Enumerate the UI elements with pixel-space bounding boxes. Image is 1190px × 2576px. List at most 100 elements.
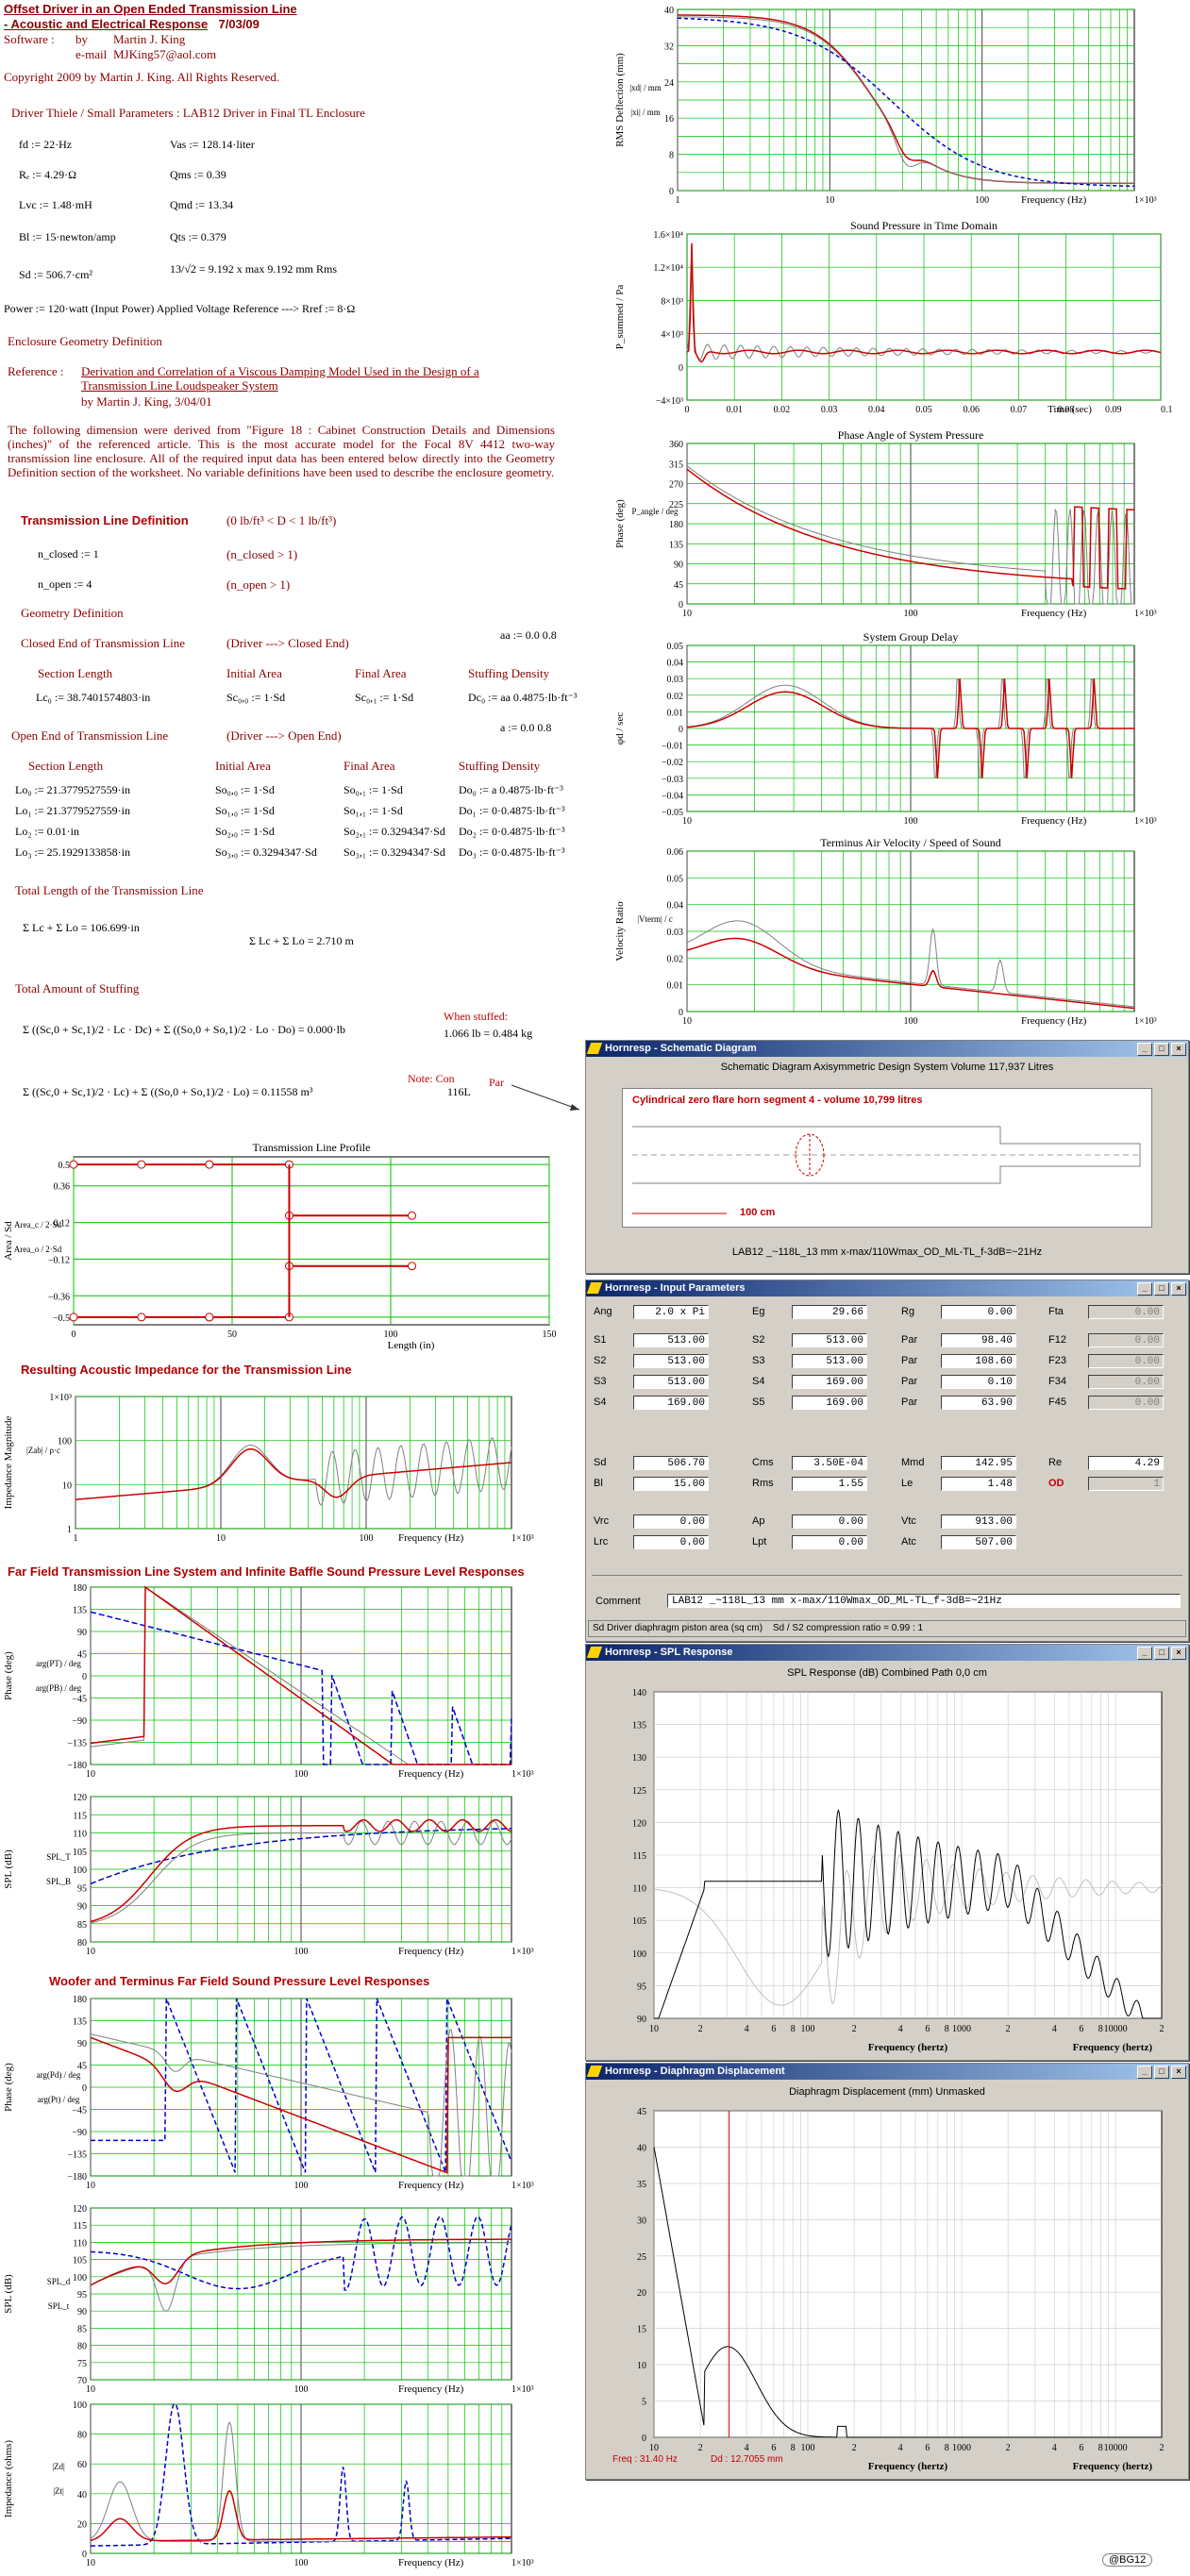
hornresp-input-window: Hornresp - Input Parameters _ □ × Ang 2.0 x… — [585, 1280, 1189, 1642]
param-label: Lpt — [752, 1536, 767, 1547]
series-line — [91, 1998, 512, 2173]
tick-label: 0.12 — [54, 1219, 71, 1229]
param-field-f45[interactable]: 0.00 — [1088, 1396, 1164, 1410]
param-field-atc[interactable]: 507.00 — [941, 1535, 1016, 1549]
x-axis-label-right: Frequency (hertz) — [1073, 2461, 1153, 2472]
param-field-par[interactable]: 98.40 — [941, 1333, 1016, 1347]
grid — [686, 443, 1134, 605]
close-button[interactable]: × — [1171, 1282, 1186, 1296]
pointer-arrow — [511, 1084, 580, 1111]
param-field-eg[interactable]: 29.66 — [792, 1305, 867, 1319]
param-field-s2[interactable]: 513.00 — [792, 1333, 867, 1347]
param-field-lrc[interactable]: 0.00 — [633, 1535, 709, 1549]
param-field-fta[interactable]: 0.00 — [1088, 1305, 1164, 1319]
x-axis-label: Frequency (hertz) — [868, 2461, 948, 2472]
reference-title[interactable]: Derivation and Correlation of a Viscous … — [81, 364, 479, 393]
driver-sd: Sd := 506.7·cm² — [19, 268, 93, 281]
param-field-s3[interactable]: 513.00 — [792, 1354, 867, 1368]
param-field-s5[interactable]: 169.00 — [792, 1396, 867, 1410]
by-label: by — [75, 32, 88, 46]
tl-profile-chart: Transmission Line Profile 0.5 0.36 0.12 −0.1… — [0, 1138, 566, 1351]
y-axis-label: SPL (dB) — [3, 1849, 14, 1889]
minimize-button[interactable]: _ — [1137, 1043, 1152, 1056]
param-field-cms[interactable]: 3.50E-04 — [792, 1456, 867, 1470]
param-label: OD — [1048, 1478, 1064, 1489]
tick-label: 45 — [637, 2107, 646, 2117]
param-field-od[interactable]: 1 — [1088, 1477, 1164, 1491]
schematic-titlebar[interactable]: Hornresp - Schematic Diagram _ □ × — [586, 1041, 1188, 1057]
series-line — [90, 2036, 511, 2174]
param-field-par[interactable]: 108.60 — [941, 1354, 1016, 1368]
param-label: Bl — [594, 1478, 603, 1489]
param-field-s2[interactable]: 513.00 — [633, 1354, 709, 1368]
disp-titlebar[interactable]: Hornresp - Diaphragm Displacement _ □ × — [586, 2064, 1188, 2080]
acoustic-impedance-chart: 1×10³ 100 10 1 1 10 100 1×10³ Frequency (Hz) Impe… — [0, 1380, 566, 1549]
tick-label: −0.04 — [662, 791, 683, 801]
param-field-vrc[interactable]: 0.00 — [633, 1514, 709, 1529]
param-field-bl[interactable]: 15.00 — [633, 1477, 709, 1491]
time-domain-chart: Sound Pressure in Time Domain 1.6×10⁴ 1.2×… — [612, 213, 1189, 421]
param-field-ang[interactable]: 2.0 x Pi — [633, 1305, 709, 1319]
tick-label: 75 — [77, 2359, 87, 2369]
param-field-s1[interactable]: 513.00 — [633, 1333, 709, 1347]
input-titlebar[interactable]: Hornresp - Input Parameters _ □ × — [586, 1280, 1188, 1296]
series-line — [90, 1820, 512, 1924]
param-field-sd[interactable]: 506.70 — [633, 1456, 709, 1470]
param-label: Lrc — [594, 1536, 609, 1547]
param-field-f34[interactable]: 0.00 — [1088, 1375, 1164, 1389]
param-field-vtc[interactable]: 913.00 — [941, 1514, 1016, 1529]
tick-label: 100 — [975, 195, 989, 206]
open-geometry-cell: So₁,₀ := 1·Sd — [215, 804, 275, 817]
close-button[interactable]: × — [1171, 1043, 1186, 1056]
tick-label: 135 — [73, 1606, 87, 1616]
param-label: S2 — [594, 1355, 607, 1366]
tick-label: −0.03 — [662, 775, 683, 785]
tick-label: 0.03 — [667, 675, 684, 685]
param-field-lpt[interactable]: 0.00 — [792, 1535, 867, 1549]
open-col-initial-area: Initial Area — [215, 759, 271, 773]
tl-definition-heading: Transmission Line Definition — [21, 513, 189, 527]
minimize-button[interactable]: _ — [1137, 1647, 1152, 1660]
tick-label: 1 — [67, 1525, 72, 1535]
minimize-button[interactable]: _ — [1137, 1282, 1152, 1296]
param-field-s4[interactable]: 169.00 — [633, 1396, 709, 1410]
tick-label: 110 — [73, 2238, 87, 2249]
open-geometry-cell: Lo₂ := 0.01·in — [15, 825, 79, 838]
tick-label: 10 — [86, 2181, 95, 2191]
param-field-s3[interactable]: 513.00 — [633, 1375, 709, 1389]
param-field-par[interactable]: 63.90 — [941, 1396, 1016, 1410]
stuffing-equation: Σ ((Sc,0 + Sc,1)/2 · Lc · Dc) + Σ ((So,0… — [23, 1023, 345, 1036]
param-field-le[interactable]: 1.48 — [941, 1477, 1016, 1491]
tick-label: 2 — [852, 2024, 857, 2034]
comment-field[interactable]: LAB12 _~118L_13 mm x-max/110Wmax_OD_ML-T… — [667, 1594, 1181, 1608]
woofer-terminus-heading: Woofer and Terminus Far Field Sound Pres… — [49, 1974, 430, 1988]
param-field-s4[interactable]: 169.00 — [792, 1375, 867, 1389]
spl-titlebar[interactable]: Hornresp - SPL Response _ □ × — [586, 1645, 1188, 1661]
param-field-par[interactable]: 0.10 — [941, 1375, 1016, 1389]
minimize-button[interactable]: _ — [1137, 2066, 1152, 2079]
param-field-mmd[interactable]: 142.95 — [941, 1456, 1016, 1470]
tick-label: 45 — [77, 1650, 87, 1661]
param-field-f23[interactable]: 0.00 — [1088, 1354, 1164, 1368]
schematic-caption: LAB12 _~118L_13 mm x-max/110Wmax_OD_ML-T… — [731, 1246, 1043, 1258]
footer-badge: @BG12 — [1102, 2553, 1153, 2567]
maximize-button[interactable]: □ — [1154, 2066, 1169, 2079]
close-button[interactable]: × — [1171, 1647, 1186, 1660]
tick-label: 5 — [642, 2398, 646, 2408]
tick-label: 105 — [73, 2256, 87, 2267]
param-label: Vtc — [901, 1515, 916, 1527]
maximize-button[interactable]: □ — [1154, 1043, 1169, 1056]
param-field-f12[interactable]: 0.00 — [1088, 1333, 1164, 1347]
param-field-ap[interactable]: 0.00 — [792, 1514, 867, 1529]
tick-label: 85 — [77, 2324, 87, 2334]
tick-label: 0 — [82, 2550, 87, 2560]
param-field-rg[interactable]: 0.00 — [941, 1305, 1016, 1319]
schematic-subtitle: Schematic Diagram Axisymmetric Design Sy… — [720, 1062, 1054, 1073]
maximize-button[interactable]: □ — [1154, 1282, 1169, 1296]
param-field-re[interactable]: 4.29 — [1088, 1456, 1164, 1470]
param-field-rms[interactable]: 1.55 — [792, 1477, 867, 1491]
maximize-button[interactable]: □ — [1154, 1647, 1169, 1660]
tick-label: 10000 — [1104, 2024, 1128, 2034]
close-button[interactable]: × — [1171, 2066, 1186, 2079]
